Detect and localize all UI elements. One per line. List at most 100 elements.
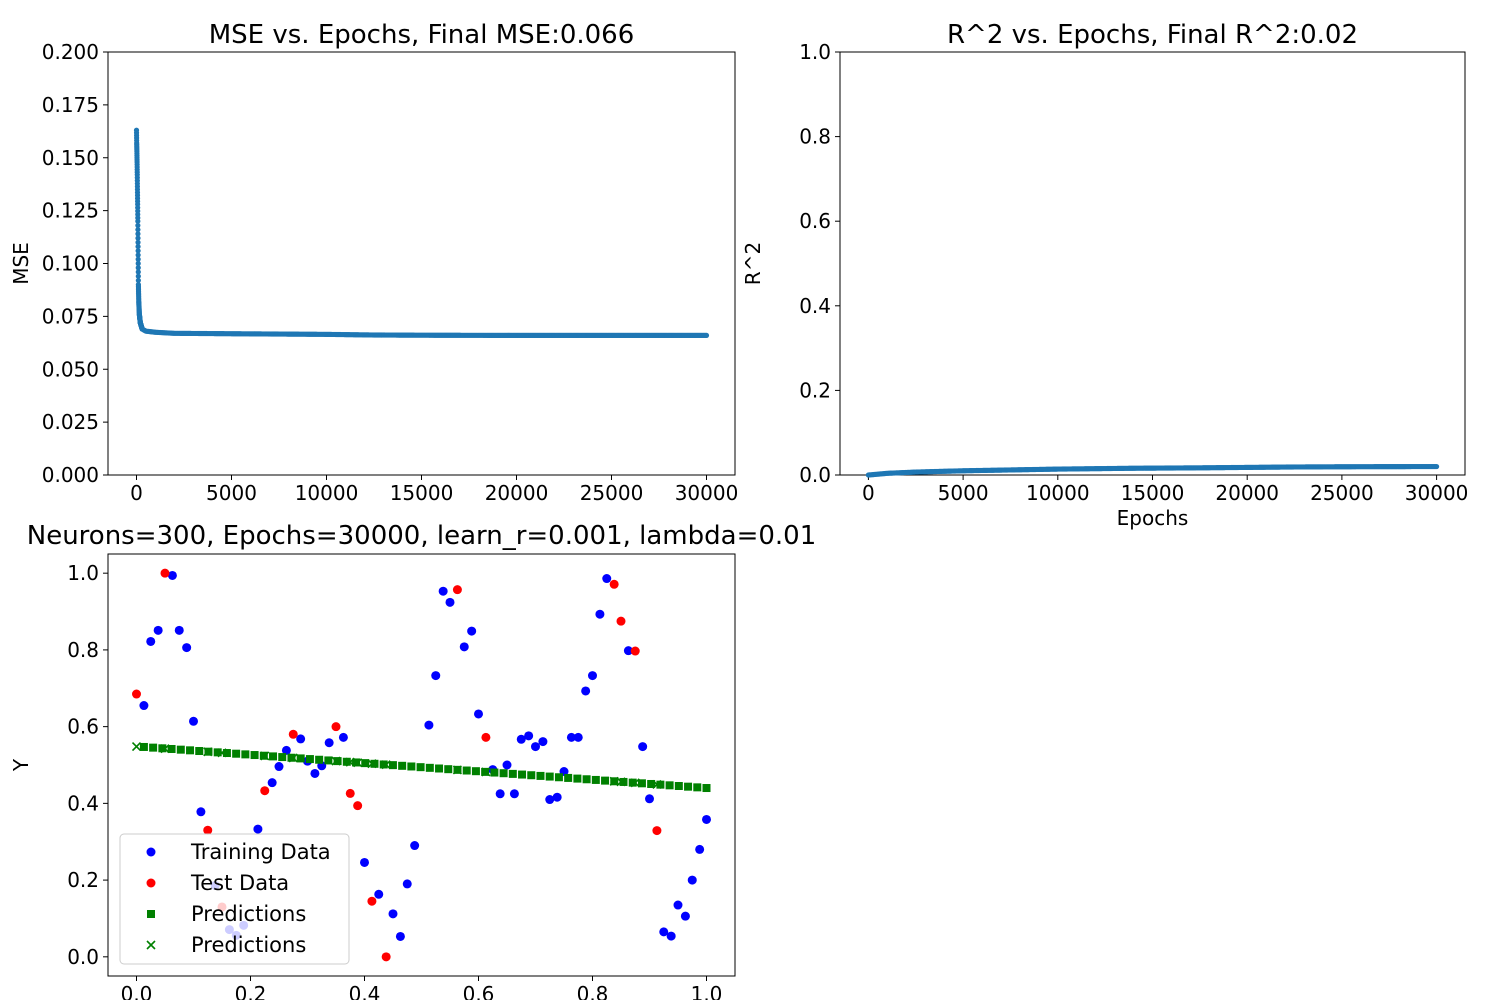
training-point bbox=[324, 738, 334, 748]
y-tick-label: 0.4 bbox=[67, 791, 99, 815]
prediction-cross bbox=[630, 778, 640, 788]
y-tick-label: 0.025 bbox=[42, 410, 99, 434]
prediction-square bbox=[518, 770, 527, 779]
prediction-square bbox=[628, 778, 637, 787]
training-point bbox=[680, 911, 690, 921]
mse-chart: MSE vs. Epochs, Final MSE:0.066 0 5000 1000… bbox=[9, 20, 738, 505]
training-point bbox=[495, 789, 505, 799]
x-tick-label: 5000 bbox=[938, 481, 989, 505]
x-tick-label: 15000 bbox=[390, 481, 454, 505]
prediction-square bbox=[333, 757, 342, 766]
training-point bbox=[182, 643, 192, 653]
training-point bbox=[638, 742, 648, 752]
test-point bbox=[345, 788, 355, 798]
training-point bbox=[545, 795, 555, 805]
training-point bbox=[645, 794, 654, 804]
training-point bbox=[666, 931, 676, 941]
chart-title: R^2 vs. Epochs, Final R^2:0.02 bbox=[947, 20, 1358, 50]
x-tick-label: 20000 bbox=[1215, 481, 1279, 505]
prediction-square bbox=[554, 773, 563, 782]
data-point bbox=[135, 227, 141, 233]
training-point bbox=[153, 625, 163, 635]
test-point bbox=[132, 689, 141, 699]
prediction-square bbox=[527, 771, 536, 780]
training-point bbox=[673, 900, 683, 910]
test-point bbox=[609, 579, 619, 589]
training-point bbox=[189, 716, 198, 726]
prediction-square bbox=[342, 757, 351, 766]
test-point bbox=[203, 825, 213, 835]
x-tick-label: 30000 bbox=[1405, 481, 1469, 505]
y-tick-label: 0.8 bbox=[67, 638, 99, 662]
legend-box bbox=[119, 833, 350, 965]
y-tick-label: 0.8 bbox=[799, 125, 831, 149]
prediction-square bbox=[674, 782, 683, 790]
data-point bbox=[1433, 463, 1440, 470]
training-point bbox=[552, 792, 562, 802]
y-tick-label: 0.125 bbox=[42, 199, 99, 223]
y-tick-label: 0.2 bbox=[67, 868, 99, 892]
y-tick-label: 0.200 bbox=[42, 40, 99, 64]
training-point bbox=[474, 709, 483, 719]
training-point bbox=[695, 844, 705, 854]
data-point bbox=[135, 256, 141, 262]
x-tick-label: 20000 bbox=[485, 481, 549, 505]
prediction-square bbox=[222, 749, 231, 758]
data-point bbox=[135, 239, 141, 245]
prediction-square bbox=[139, 742, 148, 751]
prediction-square bbox=[176, 745, 185, 754]
training-point bbox=[167, 570, 177, 580]
data-point bbox=[135, 252, 141, 258]
prediction-square bbox=[619, 777, 628, 786]
training-point bbox=[588, 671, 597, 681]
prediction-square bbox=[601, 776, 610, 785]
prediction-square bbox=[305, 755, 314, 764]
prediction-square bbox=[425, 763, 434, 772]
y-tick-label: 0.175 bbox=[42, 93, 99, 117]
prediction-square bbox=[693, 783, 702, 792]
prediction-square bbox=[471, 767, 480, 776]
plot-frame bbox=[107, 553, 736, 977]
training-point bbox=[573, 732, 583, 742]
training-point bbox=[502, 760, 512, 770]
training-point bbox=[566, 732, 576, 742]
training-point bbox=[659, 927, 669, 937]
prediction-cross bbox=[203, 747, 213, 757]
training-point bbox=[431, 671, 441, 681]
prediction-square bbox=[149, 743, 158, 752]
y-axis-label: Y bbox=[9, 758, 33, 772]
training-point bbox=[459, 642, 469, 652]
y-axis-label: MSE bbox=[9, 242, 33, 285]
x-tick-label: 0 bbox=[862, 481, 875, 505]
series-points bbox=[865, 463, 1440, 478]
prediction-square bbox=[167, 744, 176, 753]
prediction-chart: Neurons=300, Epochs=30000, learn_r=0.001… bbox=[9, 521, 816, 1000]
prediction-square bbox=[370, 759, 379, 768]
y-tick-label: 0.000 bbox=[42, 463, 99, 487]
training-point bbox=[395, 931, 405, 941]
prediction-cross bbox=[288, 753, 298, 763]
training-point bbox=[538, 737, 548, 747]
prediction-square bbox=[591, 775, 600, 784]
training-point bbox=[509, 789, 519, 799]
prediction-square bbox=[582, 775, 591, 784]
training-point bbox=[467, 626, 477, 636]
prediction-square bbox=[573, 774, 582, 783]
test-points bbox=[132, 568, 662, 962]
data-point bbox=[135, 243, 141, 250]
training-point bbox=[360, 857, 369, 867]
prediction-square bbox=[647, 779, 656, 788]
prediction-square bbox=[545, 772, 554, 781]
prediction-square bbox=[287, 753, 296, 762]
test-point bbox=[616, 616, 626, 626]
prediction-square bbox=[352, 758, 361, 767]
training-point bbox=[516, 734, 526, 744]
y-tick-label: 1.0 bbox=[799, 40, 831, 64]
prediction-cross bbox=[367, 759, 377, 769]
data-point bbox=[135, 248, 141, 254]
training-point bbox=[310, 768, 320, 778]
data-point bbox=[135, 265, 141, 271]
prediction-square bbox=[269, 752, 278, 761]
prediction-square bbox=[536, 771, 545, 780]
